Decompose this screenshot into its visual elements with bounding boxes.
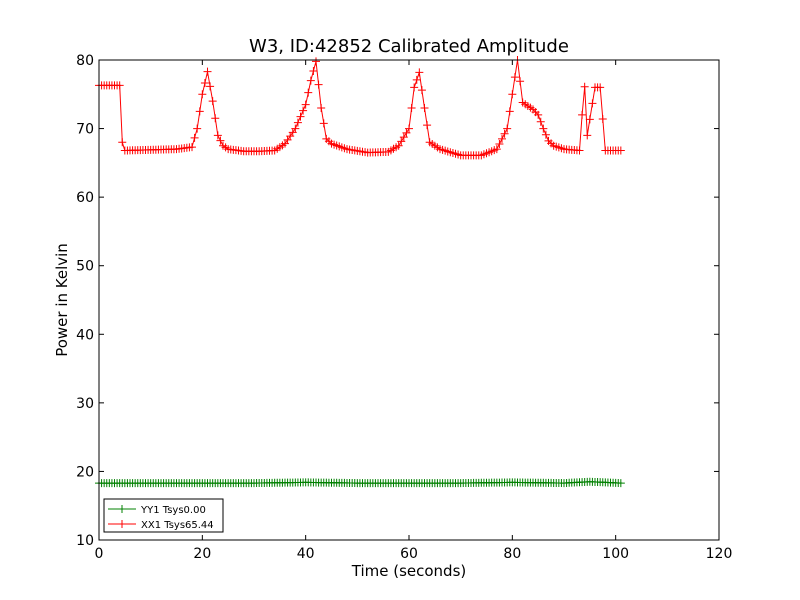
data-point <box>420 104 429 112</box>
data-point <box>312 57 320 66</box>
y-tick-label: 10 <box>76 533 94 549</box>
data-point <box>299 106 308 115</box>
legend-marker <box>118 520 126 528</box>
data-point <box>115 81 124 90</box>
legend-box <box>103 498 224 533</box>
data-point <box>309 66 318 75</box>
data-point <box>319 119 328 128</box>
data-point <box>397 137 406 146</box>
x-axis: 0 20 40 60 80 100 120 <box>95 60 733 562</box>
data-point <box>492 145 501 154</box>
data-point <box>580 82 589 91</box>
data-point <box>536 117 545 126</box>
data-point <box>301 100 310 109</box>
y-axis-label: Power in Kelvin <box>53 243 71 357</box>
data-point <box>539 124 548 133</box>
data-point <box>516 77 525 86</box>
data-point <box>407 104 416 112</box>
legend-label: YY1 Tsys0.00 <box>140 505 206 516</box>
data-point <box>208 97 217 106</box>
data-point <box>211 114 220 123</box>
data-point <box>495 140 504 148</box>
data-point <box>314 80 323 89</box>
data-point <box>583 131 592 140</box>
data-point <box>190 133 199 142</box>
x-tick-label: 120 <box>706 546 733 562</box>
data-point <box>203 67 212 76</box>
data-point <box>193 124 202 133</box>
data-point <box>296 112 305 121</box>
x-tick-label: 40 <box>297 546 315 562</box>
data-point <box>588 99 597 108</box>
y-tick-label: 70 <box>76 122 94 138</box>
data-point <box>500 129 509 138</box>
data-point <box>118 138 127 147</box>
x-tick-label: 80 <box>503 546 521 562</box>
data-point <box>304 88 313 97</box>
y-tick-label: 80 <box>76 53 94 69</box>
data-point <box>498 134 506 143</box>
chart-title: W3, ID:42852 Calibrated Amplitude <box>249 36 569 57</box>
data-point <box>198 90 207 99</box>
legend: YY1 Tsys0.00 XX1 Tsys65.44 <box>103 498 224 533</box>
data-point <box>306 76 315 85</box>
data-point <box>399 133 408 142</box>
data-point <box>508 90 517 99</box>
data-point <box>195 107 204 116</box>
data-point <box>417 86 426 95</box>
y-axis: 10 20 30 40 50 60 70 80 <box>76 53 719 549</box>
data-point <box>213 131 222 140</box>
data-point <box>405 124 413 133</box>
y-tick-label: 20 <box>76 464 94 480</box>
x-tick-label: 60 <box>400 546 418 562</box>
data-point <box>206 82 215 91</box>
plot-area <box>99 60 719 540</box>
data-point <box>575 146 584 155</box>
legend-label: XX1 Tsys65.44 <box>141 520 214 531</box>
data-point <box>293 118 302 127</box>
x-tick-label: 20 <box>193 546 211 562</box>
data-point <box>200 78 209 87</box>
data-point <box>510 73 519 82</box>
x-tick-label: 0 <box>95 546 104 562</box>
data-point <box>291 124 300 133</box>
series-xx1 <box>95 56 625 160</box>
data-point <box>410 83 419 92</box>
data-point <box>505 107 514 116</box>
legend-marker <box>118 505 126 513</box>
x-axis-label: Time (seconds) <box>351 562 467 580</box>
data-point <box>415 68 424 77</box>
data-point <box>578 110 587 119</box>
data-point <box>534 110 543 119</box>
data-point <box>423 121 432 130</box>
data-point <box>402 128 411 137</box>
data-point <box>394 141 403 150</box>
y-tick-label: 60 <box>76 190 94 206</box>
data-point <box>616 146 625 155</box>
series-yy1 <box>95 477 625 488</box>
y-tick-label: 40 <box>76 327 94 343</box>
data-point <box>412 75 421 84</box>
data-point <box>317 104 326 112</box>
data-point <box>596 83 605 92</box>
x-tick-label: 100 <box>602 546 629 562</box>
data-point <box>216 136 225 145</box>
data-point <box>188 143 196 152</box>
data-point <box>616 479 625 488</box>
data-point <box>541 130 550 139</box>
y-tick-label: 50 <box>76 259 94 275</box>
data-point <box>585 115 594 124</box>
series-layer <box>95 56 625 488</box>
data-point <box>598 114 607 123</box>
y-tick-label: 30 <box>76 396 94 412</box>
data-point <box>503 124 512 133</box>
